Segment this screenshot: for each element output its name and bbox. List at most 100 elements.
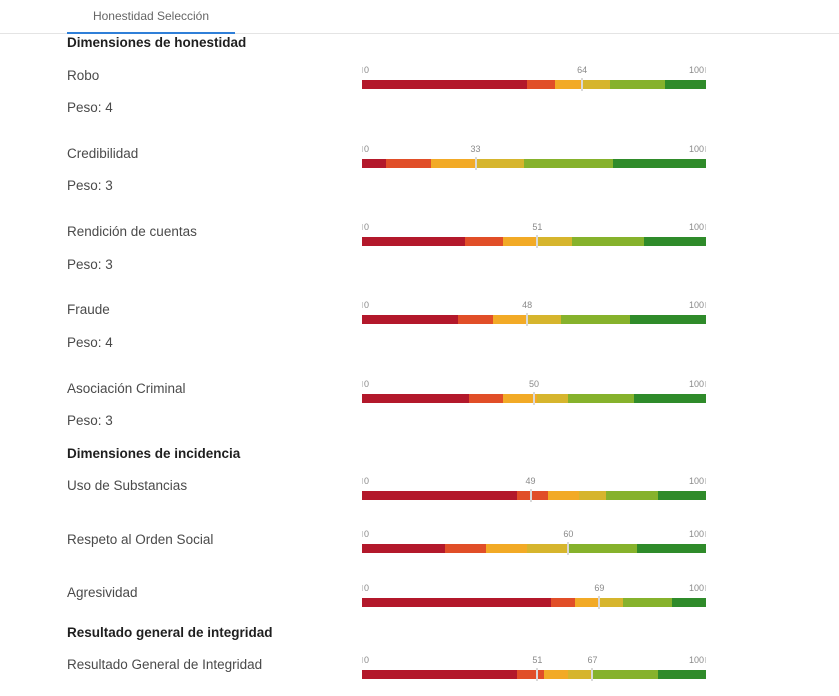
scale-min-label: 0	[364, 529, 370, 539]
score-band-red-orange	[458, 315, 493, 324]
score-band-yellow	[537, 237, 572, 246]
scale-max-label: 100	[688, 144, 704, 154]
score-band-light-green	[592, 670, 658, 679]
score-value-label: 51	[532, 222, 543, 232]
score-band-orange	[547, 491, 579, 500]
score-band-dark-red	[362, 394, 469, 403]
score-bar	[362, 159, 706, 168]
score-band-yellow	[582, 80, 610, 89]
scale-min-line	[362, 585, 363, 591]
scale-max-label: 100	[688, 379, 704, 389]
score-band-dark-red	[362, 544, 445, 553]
score-scale: 0 100 64	[362, 65, 706, 91]
scale-max-line	[705, 381, 706, 387]
scale-max-line	[705, 585, 706, 591]
score-band-yellow	[527, 544, 569, 553]
score-scale: 0 100 51	[362, 222, 706, 248]
scale-min-line	[362, 224, 363, 230]
scale-min-label: 0	[364, 65, 370, 75]
score-band-light-green	[561, 315, 631, 324]
score-marker	[581, 78, 584, 91]
score-band-yellow	[527, 315, 562, 324]
score-band-green	[664, 80, 706, 89]
dimension-label-robo: Robo	[67, 68, 100, 83]
dimension-label-orden-social: Respeto al Orden Social	[67, 532, 214, 547]
score-marker	[536, 235, 539, 248]
score-value-label: 48	[522, 300, 533, 310]
score-band-red-orange	[551, 598, 576, 607]
score-band-red-orange	[465, 237, 504, 246]
score-band-green	[644, 237, 706, 246]
scale-max-line	[705, 146, 706, 152]
score-band-dark-red	[362, 491, 517, 500]
score-marker	[533, 392, 535, 405]
score-marker	[567, 542, 570, 555]
scale-max-label: 100	[688, 529, 704, 539]
score-bar	[362, 670, 706, 679]
scale-max-line	[705, 657, 706, 663]
dimension-label-credibilidad: Credibilidad	[67, 146, 139, 161]
score-band-dark-red	[362, 159, 387, 168]
peso-label-asociacion: Peso: 3	[67, 413, 113, 428]
score-value-label: 49	[525, 476, 536, 486]
dimension-label-substancias: Uso de Substancias	[67, 478, 188, 493]
score-band-orange	[544, 670, 569, 679]
peso-label-rendicion: Peso: 3	[67, 257, 113, 272]
scale-min-label: 0	[364, 655, 370, 665]
section-title-honestidad: Dimensiones de honestidad	[67, 35, 247, 50]
score-band-light-green	[571, 237, 645, 246]
score-band-yellow	[599, 598, 624, 607]
scale-min-line	[362, 381, 363, 387]
score-band-red-orange	[516, 670, 545, 679]
score-marker	[591, 668, 594, 681]
score-band-green	[657, 670, 706, 679]
score-band-yellow	[537, 394, 569, 403]
score-scale: 0 100 49	[362, 476, 706, 502]
section-title-incidencia: Dimensiones de incidencia	[67, 446, 241, 461]
score-bar	[362, 80, 706, 89]
score-band-red-orange	[444, 544, 486, 553]
scale-max-label: 100	[688, 300, 704, 310]
score-band-orange	[554, 80, 583, 89]
score-bar	[362, 544, 706, 553]
tab-honestidad-seleccion[interactable]: Honestidad Selección	[67, 0, 235, 34]
score-band-yellow	[568, 670, 593, 679]
scale-min-label: 0	[364, 222, 370, 232]
peso-label-credibilidad: Peso: 3	[67, 178, 113, 193]
dimension-label-fraude: Fraude	[67, 302, 110, 317]
scale-max-label: 100	[688, 476, 704, 486]
score-scale: 0 100 69	[362, 583, 706, 609]
section-title-integridad: Resultado general de integridad	[67, 625, 273, 640]
score-band-green	[630, 315, 706, 324]
scale-min-label: 0	[364, 379, 370, 389]
scale-min-line	[362, 146, 363, 152]
scale-min-label: 0	[364, 300, 370, 310]
score-bar	[362, 237, 706, 246]
score-band-red-orange	[386, 159, 431, 168]
score-band-red-orange	[468, 394, 504, 403]
score-band-orange	[485, 544, 528, 553]
score-scale: 0 100 60	[362, 529, 706, 555]
peso-label-robo: Peso: 4	[67, 100, 113, 115]
dimension-label-agresividad: Agresividad	[67, 585, 138, 600]
score-scale: 0 100 33	[362, 144, 706, 170]
scale-max-line	[705, 302, 706, 308]
scale-min-line	[362, 478, 363, 484]
score-band-light-green	[606, 491, 658, 500]
scale-min-line	[362, 531, 363, 537]
score-band-yellow	[578, 491, 607, 500]
score-band-dark-red	[362, 315, 459, 324]
score-secondary-marker	[536, 668, 539, 681]
score-band-orange	[575, 598, 600, 607]
dimension-label-asociacion: Asociación Criminal	[67, 381, 186, 396]
score-scale: 0 100 48	[362, 300, 706, 326]
score-band-light-green	[623, 598, 672, 607]
score-band-yellow	[475, 159, 524, 168]
score-band-red-orange	[527, 80, 555, 89]
score-marker	[474, 157, 477, 170]
score-band-orange	[503, 394, 538, 403]
score-bar	[362, 491, 706, 500]
scale-max-label: 100	[688, 222, 704, 232]
scale-min-line	[362, 67, 363, 73]
score-band-green	[633, 394, 706, 403]
